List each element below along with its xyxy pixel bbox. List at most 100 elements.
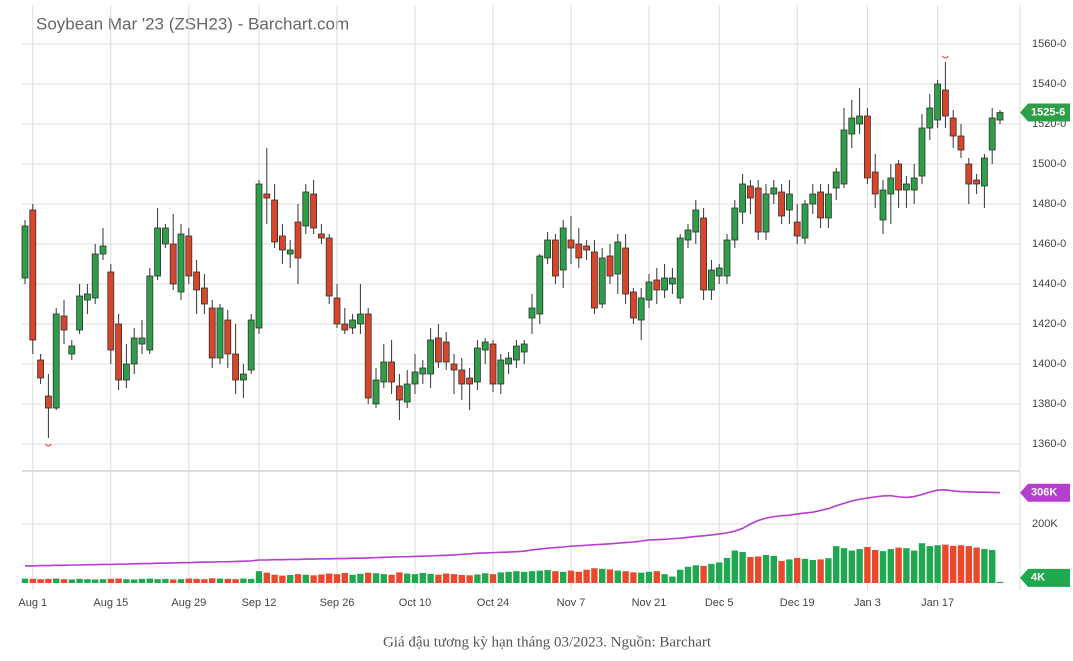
y-tick-label: 1400-0 (1032, 358, 1066, 370)
candle-body (583, 245, 590, 251)
candle-body (37, 359, 44, 379)
candle-body (801, 203, 809, 239)
volume-bar (248, 578, 255, 583)
volume-bar (653, 571, 660, 583)
volume-bar (950, 545, 957, 583)
volume-bar (84, 579, 91, 583)
volume-bar (521, 571, 528, 583)
y-tick-label: 1540-0 (1032, 78, 1066, 90)
candle-body (419, 367, 427, 375)
volume-bar (458, 575, 465, 583)
volume-bar (911, 550, 918, 583)
volume-bar (864, 547, 871, 583)
y-tick-label: 1380-0 (1032, 398, 1066, 410)
volume-bar (700, 565, 707, 583)
candle-body (169, 243, 177, 285)
open-interest-label: 306K (1031, 487, 1057, 499)
volume-bar (177, 579, 185, 583)
x-tick-label: Oct 24 (477, 597, 509, 609)
volume-bar (926, 546, 933, 583)
volume-bar (60, 579, 68, 583)
candle-body (427, 339, 435, 375)
volume-bar (552, 571, 559, 583)
candle-body (544, 239, 551, 259)
last-price-label: 1525-6 (1031, 106, 1065, 118)
volume-bar (981, 549, 988, 583)
candle-body (255, 183, 263, 329)
volume-bar (599, 568, 606, 583)
candle-body (754, 187, 762, 233)
volume-bar (895, 547, 902, 583)
volume-bar (365, 572, 372, 583)
volume-bar (505, 571, 512, 583)
low-marker (45, 443, 52, 447)
candle-body (934, 83, 941, 121)
candle-body (21, 225, 29, 279)
x-tick-label: Dec 19 (780, 597, 815, 609)
candle-body (981, 157, 988, 187)
volume-bar (170, 579, 177, 583)
candle-body (442, 341, 450, 363)
x-tick-label: Aug 29 (171, 597, 206, 609)
candle-body (263, 193, 271, 199)
candle-body (778, 191, 785, 217)
volume-bar (957, 545, 965, 583)
candle-body (200, 287, 208, 305)
candle-body (247, 319, 255, 371)
candle-body (497, 359, 505, 385)
volume-bar (404, 573, 411, 583)
candle-body (637, 297, 645, 321)
candle-body (341, 323, 349, 331)
candle-body (84, 293, 91, 301)
y-tick-label: 1500-0 (1032, 158, 1066, 170)
volume-bar (622, 571, 629, 583)
volume-bar (833, 546, 840, 583)
candle-body (871, 171, 879, 195)
candle-body (45, 395, 52, 409)
candle-body (747, 185, 754, 199)
volume-bar (232, 579, 239, 583)
candle-body (895, 163, 902, 191)
volume-bar (349, 574, 356, 583)
candle-body (567, 239, 575, 249)
candle-body (957, 135, 965, 151)
high-marker (942, 55, 949, 59)
volume-bar (107, 578, 114, 583)
volume-bar (240, 578, 247, 583)
candle-body (91, 253, 99, 299)
volume-bar (583, 569, 590, 583)
x-tick-label: Jan 17 (921, 597, 954, 609)
volume-bar (848, 550, 855, 583)
y-tick-label: 1440-0 (1032, 278, 1066, 290)
candle-body (138, 337, 146, 345)
volume-bar (825, 558, 832, 583)
volume-bar (21, 578, 29, 583)
candle-body (676, 237, 684, 299)
volume-bar (302, 574, 309, 583)
volume-bar (411, 574, 419, 583)
candle-body (614, 241, 622, 275)
candle-body (825, 193, 832, 219)
volume-bar (131, 579, 138, 583)
volume-bar (29, 578, 36, 583)
x-tick-label: Oct 10 (399, 597, 431, 609)
x-tick-label: Nov 7 (557, 597, 586, 609)
volume-bar (934, 545, 941, 583)
y-tick-label: 1480-0 (1032, 198, 1066, 210)
candle-body (130, 337, 138, 365)
candle-body (840, 129, 848, 185)
volume-label: 4K (1031, 572, 1045, 584)
candle-body (434, 337, 442, 363)
volume-bar (723, 557, 731, 583)
volume-bar (731, 550, 738, 583)
volume-bar (770, 555, 777, 583)
y-tick-label: 1420-0 (1032, 318, 1066, 330)
candle-body (107, 271, 115, 351)
candle-body (294, 221, 302, 259)
candle-body (661, 277, 668, 291)
candle-body (762, 193, 770, 233)
candle-body (333, 297, 341, 325)
candle-body (216, 307, 224, 359)
candle-body (700, 217, 707, 291)
y-tick-label: 1560-0 (1032, 38, 1066, 50)
